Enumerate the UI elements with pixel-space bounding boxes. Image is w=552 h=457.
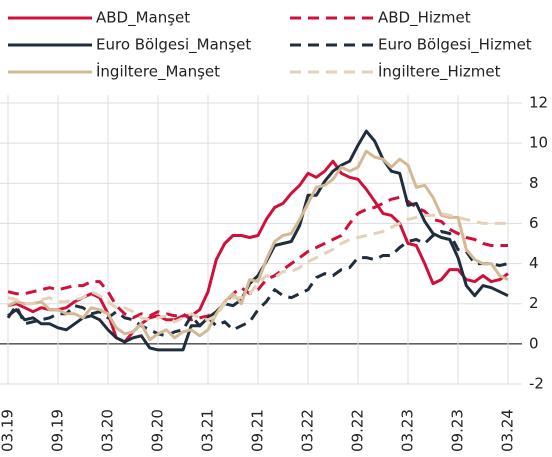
x-tick-label: 09.20 — [149, 409, 167, 452]
x-tick-label: 03.21 — [199, 409, 217, 452]
legend-label: ABD_Hizmet — [378, 9, 471, 28]
x-tick-label: 03.23 — [399, 409, 417, 452]
line-series — [7, 129, 509, 352]
x-tick-label: 03.22 — [299, 409, 317, 452]
y-tick-label: 2 — [529, 294, 539, 312]
line-series — [7, 195, 508, 322]
line-series — [7, 211, 508, 324]
legend-label: Euro Bölgesi_Hizmet — [378, 36, 532, 55]
y-tick-label: -2 — [529, 375, 544, 393]
x-tick-label: 09.19 — [49, 409, 67, 452]
legend-label: İngiltere_Manşet — [96, 62, 220, 82]
legend-label: Euro Bölgesi_Manşet — [96, 36, 251, 55]
y-tick-label: 0 — [529, 334, 539, 352]
y-tick-label: 12 — [529, 94, 548, 112]
y-tick-label: 10 — [529, 134, 548, 152]
legend-label: İngiltere_Hizmet — [378, 62, 501, 82]
x-tick-label: 03.20 — [99, 409, 117, 452]
y-tick-label: 8 — [529, 174, 539, 192]
x-tick-label: 03.24 — [499, 409, 517, 452]
legend-label: ABD_Manşet — [96, 9, 190, 28]
x-tick-label: 09.23 — [449, 409, 467, 452]
line-series — [7, 149, 509, 342]
x-tick-label: 03.19 — [0, 409, 17, 452]
x-tick-label: 09.21 — [249, 409, 267, 452]
line-series — [7, 159, 509, 344]
y-tick-label: 6 — [529, 214, 539, 232]
x-tick-label: 09.22 — [349, 409, 367, 452]
line-series — [6, 230, 509, 338]
y-tick-label: 4 — [529, 254, 539, 272]
